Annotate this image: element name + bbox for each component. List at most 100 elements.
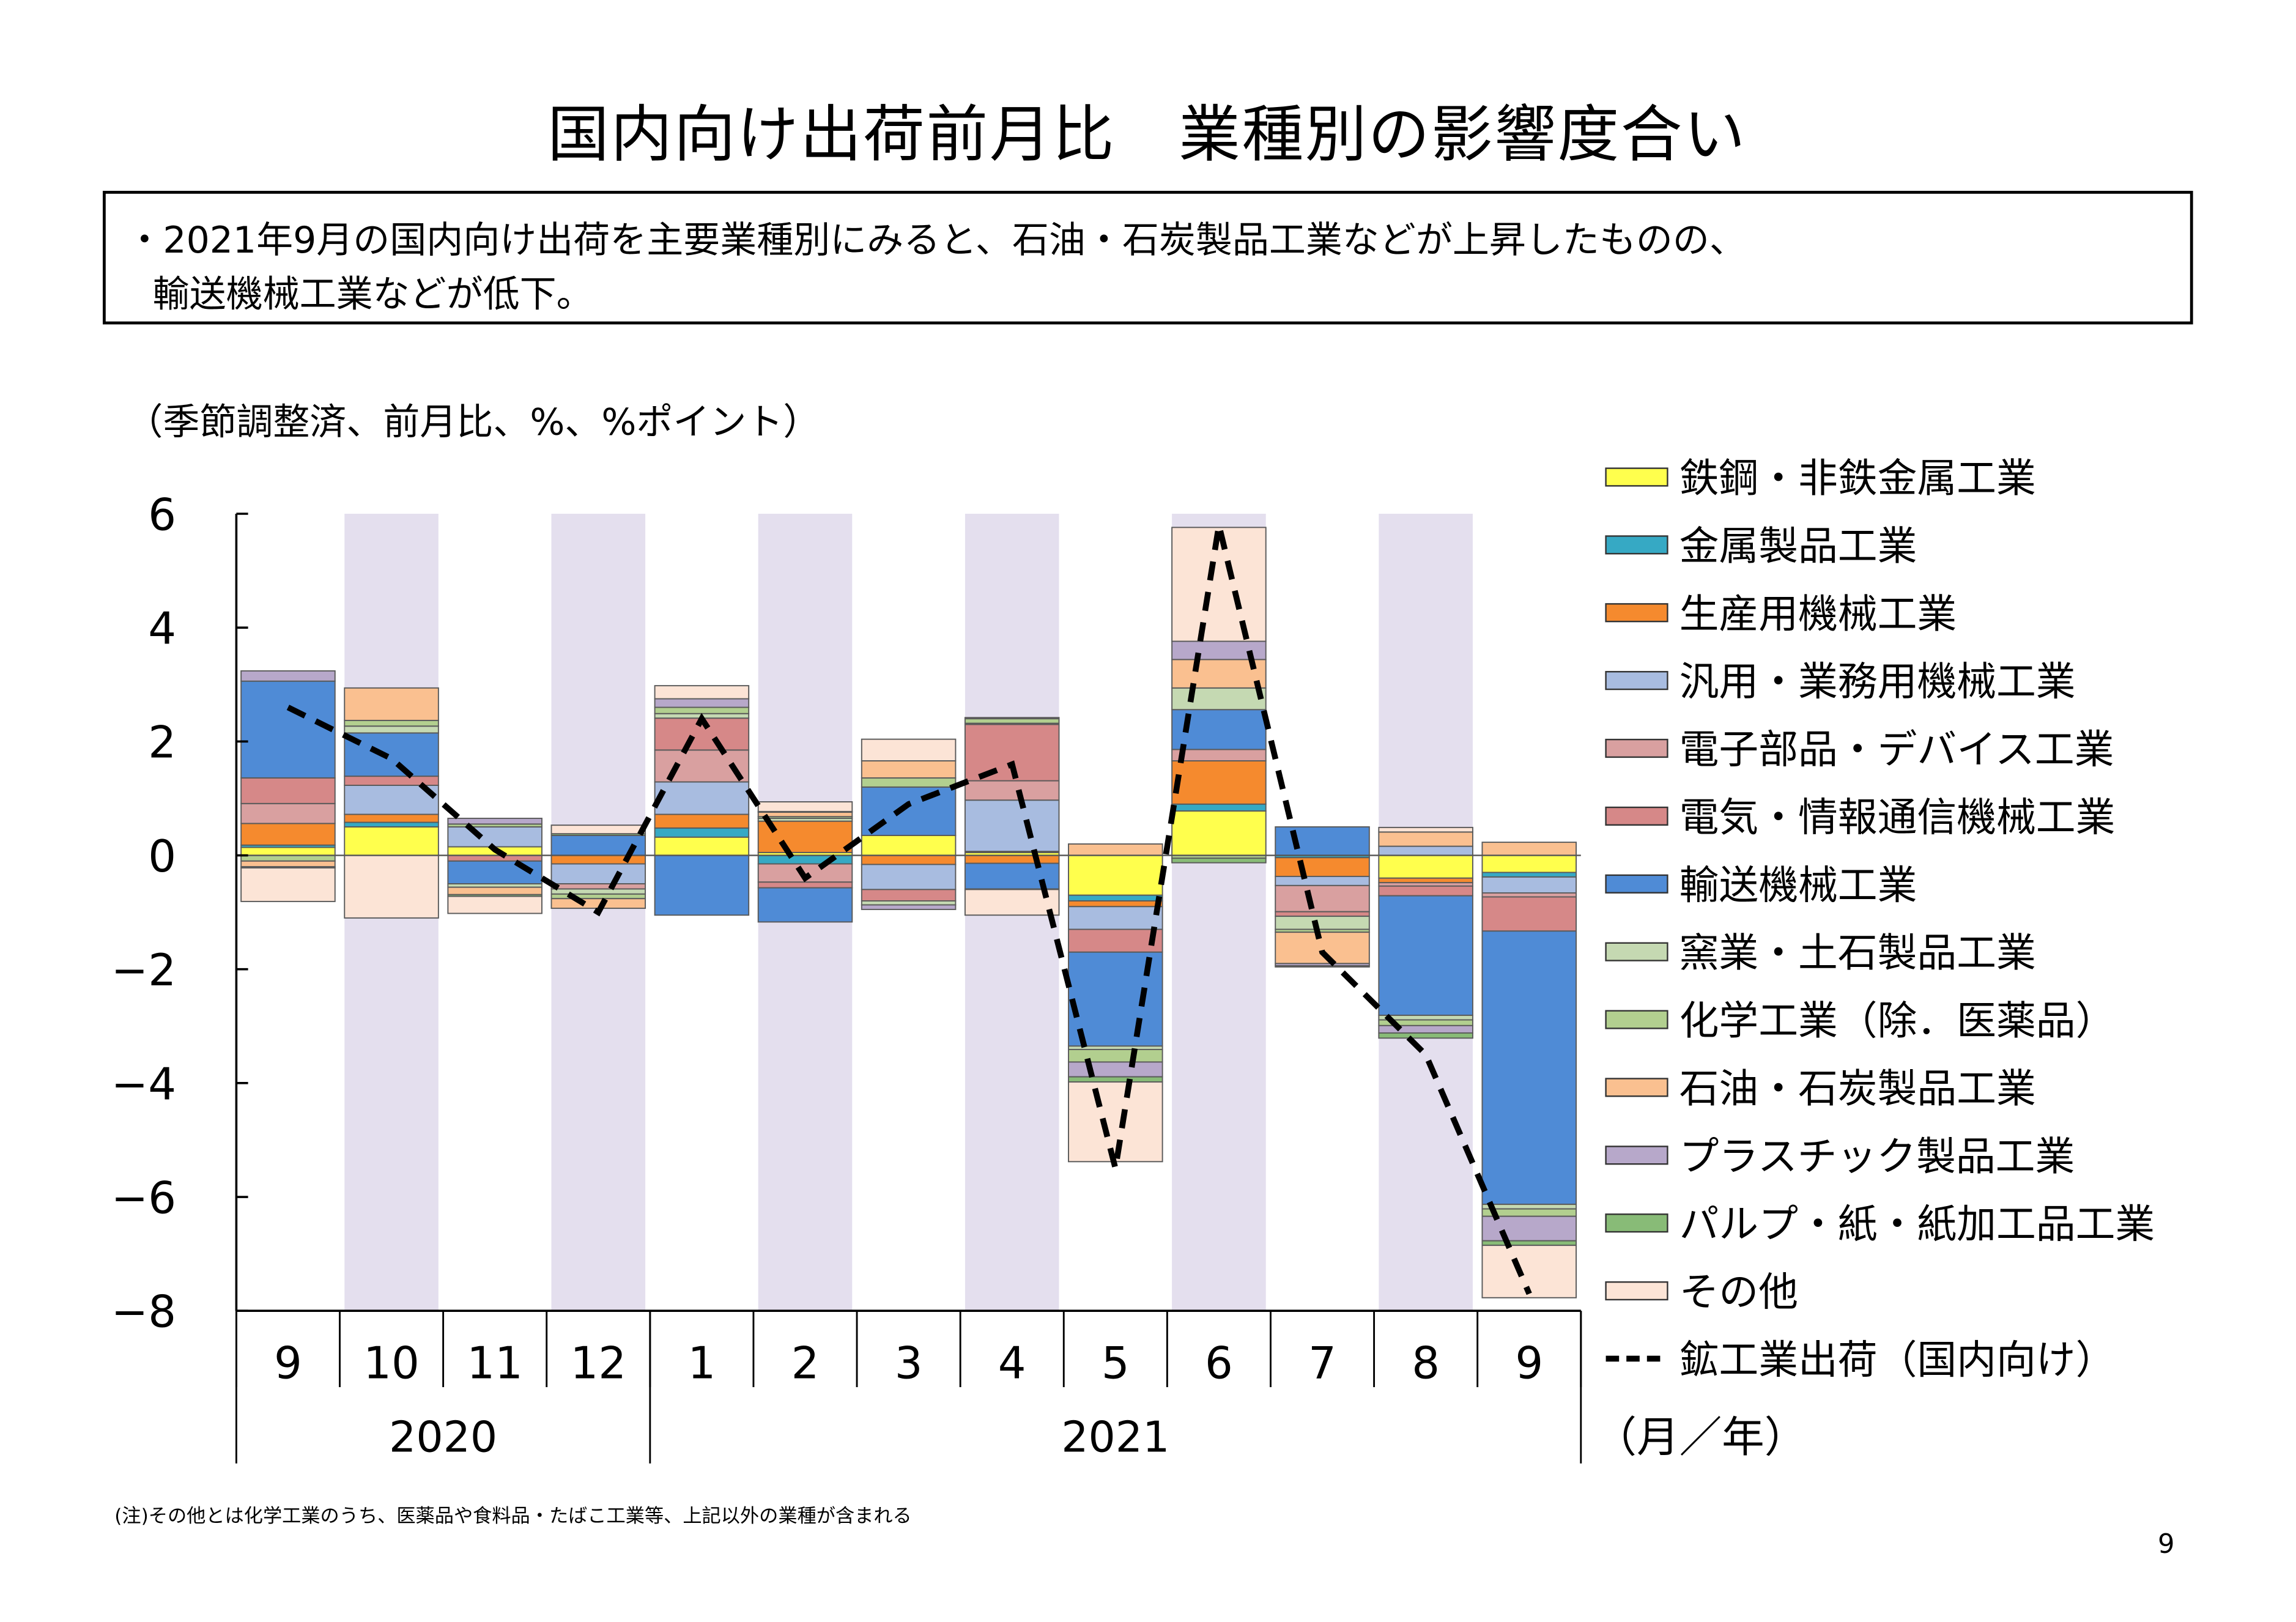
bar-segment bbox=[240, 854, 336, 862]
units-label: （季節調整済、前月比、%、%ポイント） bbox=[126, 401, 820, 443]
legend-label: プラスチック製品工業 bbox=[1679, 1134, 2075, 1180]
bar-segment bbox=[757, 854, 853, 865]
bar-segment bbox=[1378, 854, 1473, 879]
bar-segment bbox=[964, 780, 1060, 801]
bar-segment bbox=[1481, 1215, 1577, 1242]
bar-segment bbox=[1378, 831, 1473, 847]
bar-segment bbox=[1481, 876, 1577, 894]
bar-segment bbox=[1171, 760, 1267, 805]
bar-segment bbox=[1481, 1204, 1577, 1210]
x-tick-label: 2 bbox=[791, 1338, 820, 1389]
legend-label: 電気・情報通信機械工業 bbox=[1679, 794, 2116, 840]
bar-segment bbox=[344, 687, 439, 721]
bar-segment bbox=[447, 818, 543, 825]
legend-swatch bbox=[1605, 1281, 1668, 1301]
bar-segment bbox=[1275, 875, 1370, 886]
summary-line-1: ・2021年9月の国内向け出荷を主要業種別にみると、石油・石炭製品工業などが上昇… bbox=[126, 218, 1746, 262]
bar-segment bbox=[1481, 892, 1577, 898]
y-tick-label: −4 bbox=[111, 1058, 176, 1109]
bar-segment bbox=[1275, 826, 1370, 856]
bar-segment bbox=[550, 883, 646, 890]
y-tick-label: 4 bbox=[148, 603, 176, 654]
bar-segment bbox=[1171, 687, 1267, 711]
bar-segment bbox=[654, 685, 750, 700]
legend-label: 窯業・土石製品工業 bbox=[1679, 930, 2036, 976]
x-tick-label: 11 bbox=[467, 1338, 523, 1389]
bar-segment bbox=[1481, 930, 1577, 1205]
bar-segment bbox=[654, 813, 750, 829]
bar-segment bbox=[344, 785, 439, 815]
bar-segment bbox=[1481, 854, 1577, 873]
bar-segment bbox=[654, 854, 750, 916]
bar-segment bbox=[1068, 928, 1163, 953]
bar-segment bbox=[1068, 854, 1163, 896]
legend-label: 輸送機械工業 bbox=[1679, 862, 1917, 908]
legend-label: 鉱工業出荷（国内向け） bbox=[1679, 1337, 2116, 1383]
bar-segment bbox=[1378, 1032, 1473, 1039]
y-tick-label: −6 bbox=[111, 1172, 176, 1223]
legend-swatch bbox=[1605, 942, 1668, 961]
legend-label: 電子部品・デバイス工業 bbox=[1679, 727, 2114, 773]
bar-segment bbox=[1481, 872, 1577, 878]
bar-segment bbox=[1378, 826, 1473, 833]
bar-segment bbox=[1275, 884, 1370, 913]
year-label: 2021 bbox=[1061, 1413, 1169, 1462]
x-axis-unit-label: （月／年） bbox=[1594, 1413, 1807, 1462]
summary-box: ・2021年9月の国内向け出荷を主要業種別にみると、石油・石炭製品工業などが上昇… bbox=[103, 191, 2193, 325]
legend-label: パルプ・紙・紙加工品工業 bbox=[1679, 1202, 2155, 1248]
bar-segment bbox=[1068, 900, 1163, 908]
x-tick-label: 12 bbox=[570, 1338, 626, 1389]
bar-segment bbox=[1171, 749, 1267, 761]
bar-segment bbox=[1275, 965, 1370, 968]
x-tick-label: 4 bbox=[998, 1338, 1026, 1389]
bar-segment bbox=[757, 887, 853, 923]
bar-segment bbox=[1481, 1240, 1577, 1246]
legend-swatch bbox=[1605, 1010, 1668, 1029]
legend-swatch bbox=[1605, 1078, 1668, 1097]
bar-segment bbox=[1378, 845, 1473, 856]
bar-segment bbox=[1378, 885, 1473, 897]
bar-segment bbox=[1171, 803, 1267, 812]
legend-swatch bbox=[1605, 806, 1668, 826]
bar-segment bbox=[1171, 527, 1267, 642]
bar-segment bbox=[344, 813, 439, 823]
bar-segment bbox=[861, 777, 957, 788]
bar-segment bbox=[550, 893, 646, 900]
bar-segment bbox=[654, 827, 750, 838]
bar-segment bbox=[964, 854, 1060, 864]
legend-label: その他 bbox=[1679, 1270, 1798, 1316]
bar-segment bbox=[861, 864, 957, 891]
page-number: 9 bbox=[2158, 1529, 2175, 1561]
bar-segment bbox=[654, 698, 750, 708]
x-tick-label: 1 bbox=[687, 1338, 716, 1389]
bar-segment bbox=[1068, 1061, 1163, 1078]
bar-segment bbox=[861, 900, 957, 906]
bar-segment bbox=[240, 860, 336, 868]
bar-segment bbox=[240, 802, 336, 824]
legend-swatch bbox=[1605, 738, 1668, 758]
x-tick-label: 8 bbox=[1412, 1338, 1440, 1389]
bar-segment bbox=[1275, 857, 1370, 877]
bar-segment bbox=[240, 846, 336, 856]
bar-segment bbox=[550, 863, 646, 885]
legend-label: 鉄鋼・非鉄金属工業 bbox=[1679, 456, 2036, 502]
footnote: (注)その他とは化学工業のうち、医薬品や食料品・たばこ工業等、上記以外の業種が含… bbox=[114, 1506, 912, 1528]
bar-segment bbox=[1171, 857, 1267, 864]
legend-label: 生産用機械工業 bbox=[1679, 591, 1957, 637]
y-tick-label: 0 bbox=[148, 831, 176, 882]
legend-label: 汎用・業務用機械工業 bbox=[1679, 659, 2076, 705]
bar-segment bbox=[1068, 894, 1163, 902]
bar-segment bbox=[1481, 842, 1577, 856]
bar-segment bbox=[344, 719, 439, 727]
bar-segment bbox=[1068, 1048, 1163, 1063]
summary-line-2: 輸送機械工業などが低下。 bbox=[152, 273, 593, 316]
legend-label: 石油・石炭製品工業 bbox=[1679, 1066, 2036, 1112]
y-tick-label: −8 bbox=[111, 1286, 176, 1338]
bar-segment bbox=[861, 760, 957, 779]
bar-segment bbox=[240, 823, 336, 846]
bar-segment bbox=[1378, 1024, 1473, 1034]
legend-swatch bbox=[1605, 467, 1668, 487]
page-title: 国内向け出荷前月比 業種別の影響度合い bbox=[547, 98, 1747, 171]
bar-segment bbox=[1275, 911, 1370, 917]
